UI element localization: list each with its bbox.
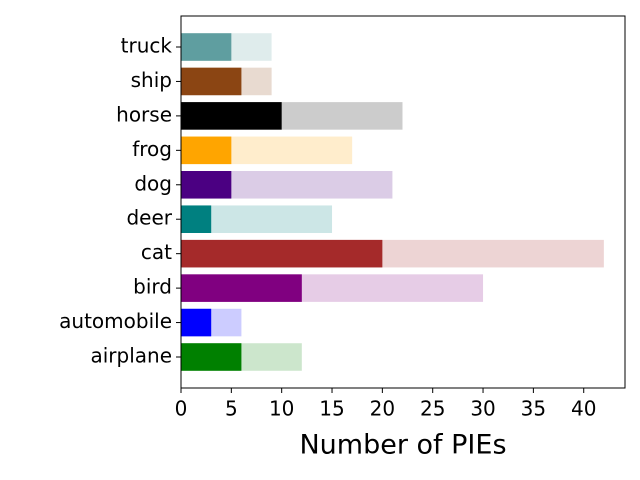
- bar: [181, 274, 302, 302]
- bar: [181, 205, 212, 233]
- bar: [181, 33, 232, 61]
- bar: [181, 171, 232, 199]
- bar: [181, 136, 232, 165]
- x-tick-label: 25: [420, 397, 445, 421]
- x-tick-label: 5: [225, 397, 238, 421]
- y-tick-label: cat: [141, 240, 172, 264]
- y-tick-label: airplane: [90, 344, 172, 368]
- x-tick-label: 15: [319, 397, 344, 421]
- bar: [181, 102, 282, 130]
- y-tick-label: horse: [116, 102, 172, 126]
- y-tick-label: automobile: [59, 309, 172, 333]
- bar: [181, 239, 383, 268]
- plot-frame: [180, 15, 626, 389]
- y-tick-label: ship: [131, 68, 172, 92]
- x-tick-label: 40: [571, 397, 596, 421]
- x-tick-label: 10: [269, 397, 294, 421]
- bar: [181, 343, 242, 371]
- y-tick-label: truck: [121, 34, 173, 58]
- y-tick-label: frog: [132, 137, 172, 161]
- bar: [181, 308, 212, 337]
- x-tick-label: 30: [470, 397, 495, 421]
- x-axis-label: Number of PIEs: [299, 430, 506, 461]
- x-tick-label: 0: [175, 397, 188, 421]
- bar: [181, 67, 242, 96]
- y-tick-label: deer: [126, 206, 172, 230]
- x-tick-label: 20: [370, 397, 395, 421]
- y-tick-label: bird: [133, 275, 172, 299]
- x-tick-label: 35: [521, 397, 546, 421]
- y-tick-label: dog: [134, 171, 172, 195]
